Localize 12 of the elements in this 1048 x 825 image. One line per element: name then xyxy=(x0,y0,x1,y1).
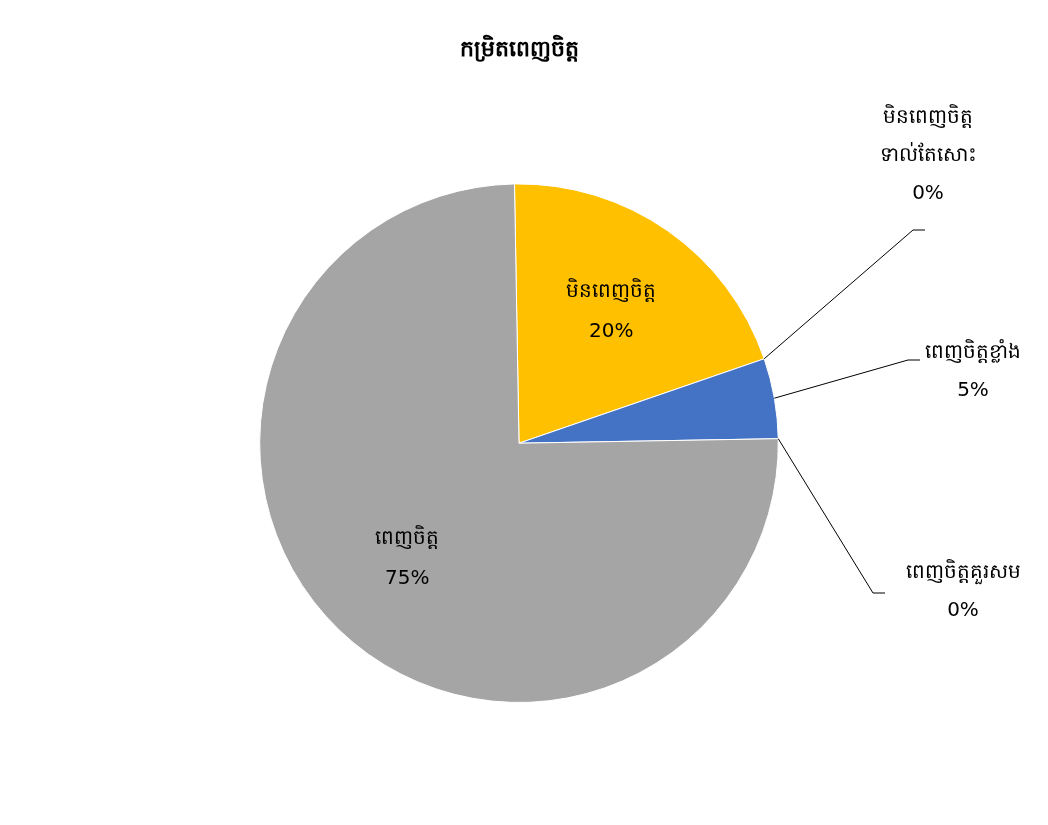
data-label: 5% xyxy=(957,377,989,402)
text: 0% xyxy=(912,180,944,205)
category-label: ពេញចិត្តគួរសម xyxy=(905,559,1021,584)
category-label: ទាល់តែសោះ xyxy=(879,142,977,167)
slice-label: មិនពេញចិត្ត xyxy=(566,276,657,302)
text: 0% xyxy=(947,597,979,622)
data-label: 75% xyxy=(385,565,430,590)
chart-title: កម្រិតពេញចិត្ត xyxy=(459,33,579,62)
slice-label: ពេញចិត្ត xyxy=(375,524,440,550)
slice-label: ពេញចិត្តខ្លាំង xyxy=(925,338,1021,364)
slice-label: មិនពេញចិត្ត xyxy=(883,103,973,129)
data-label: 20% xyxy=(588,317,634,342)
